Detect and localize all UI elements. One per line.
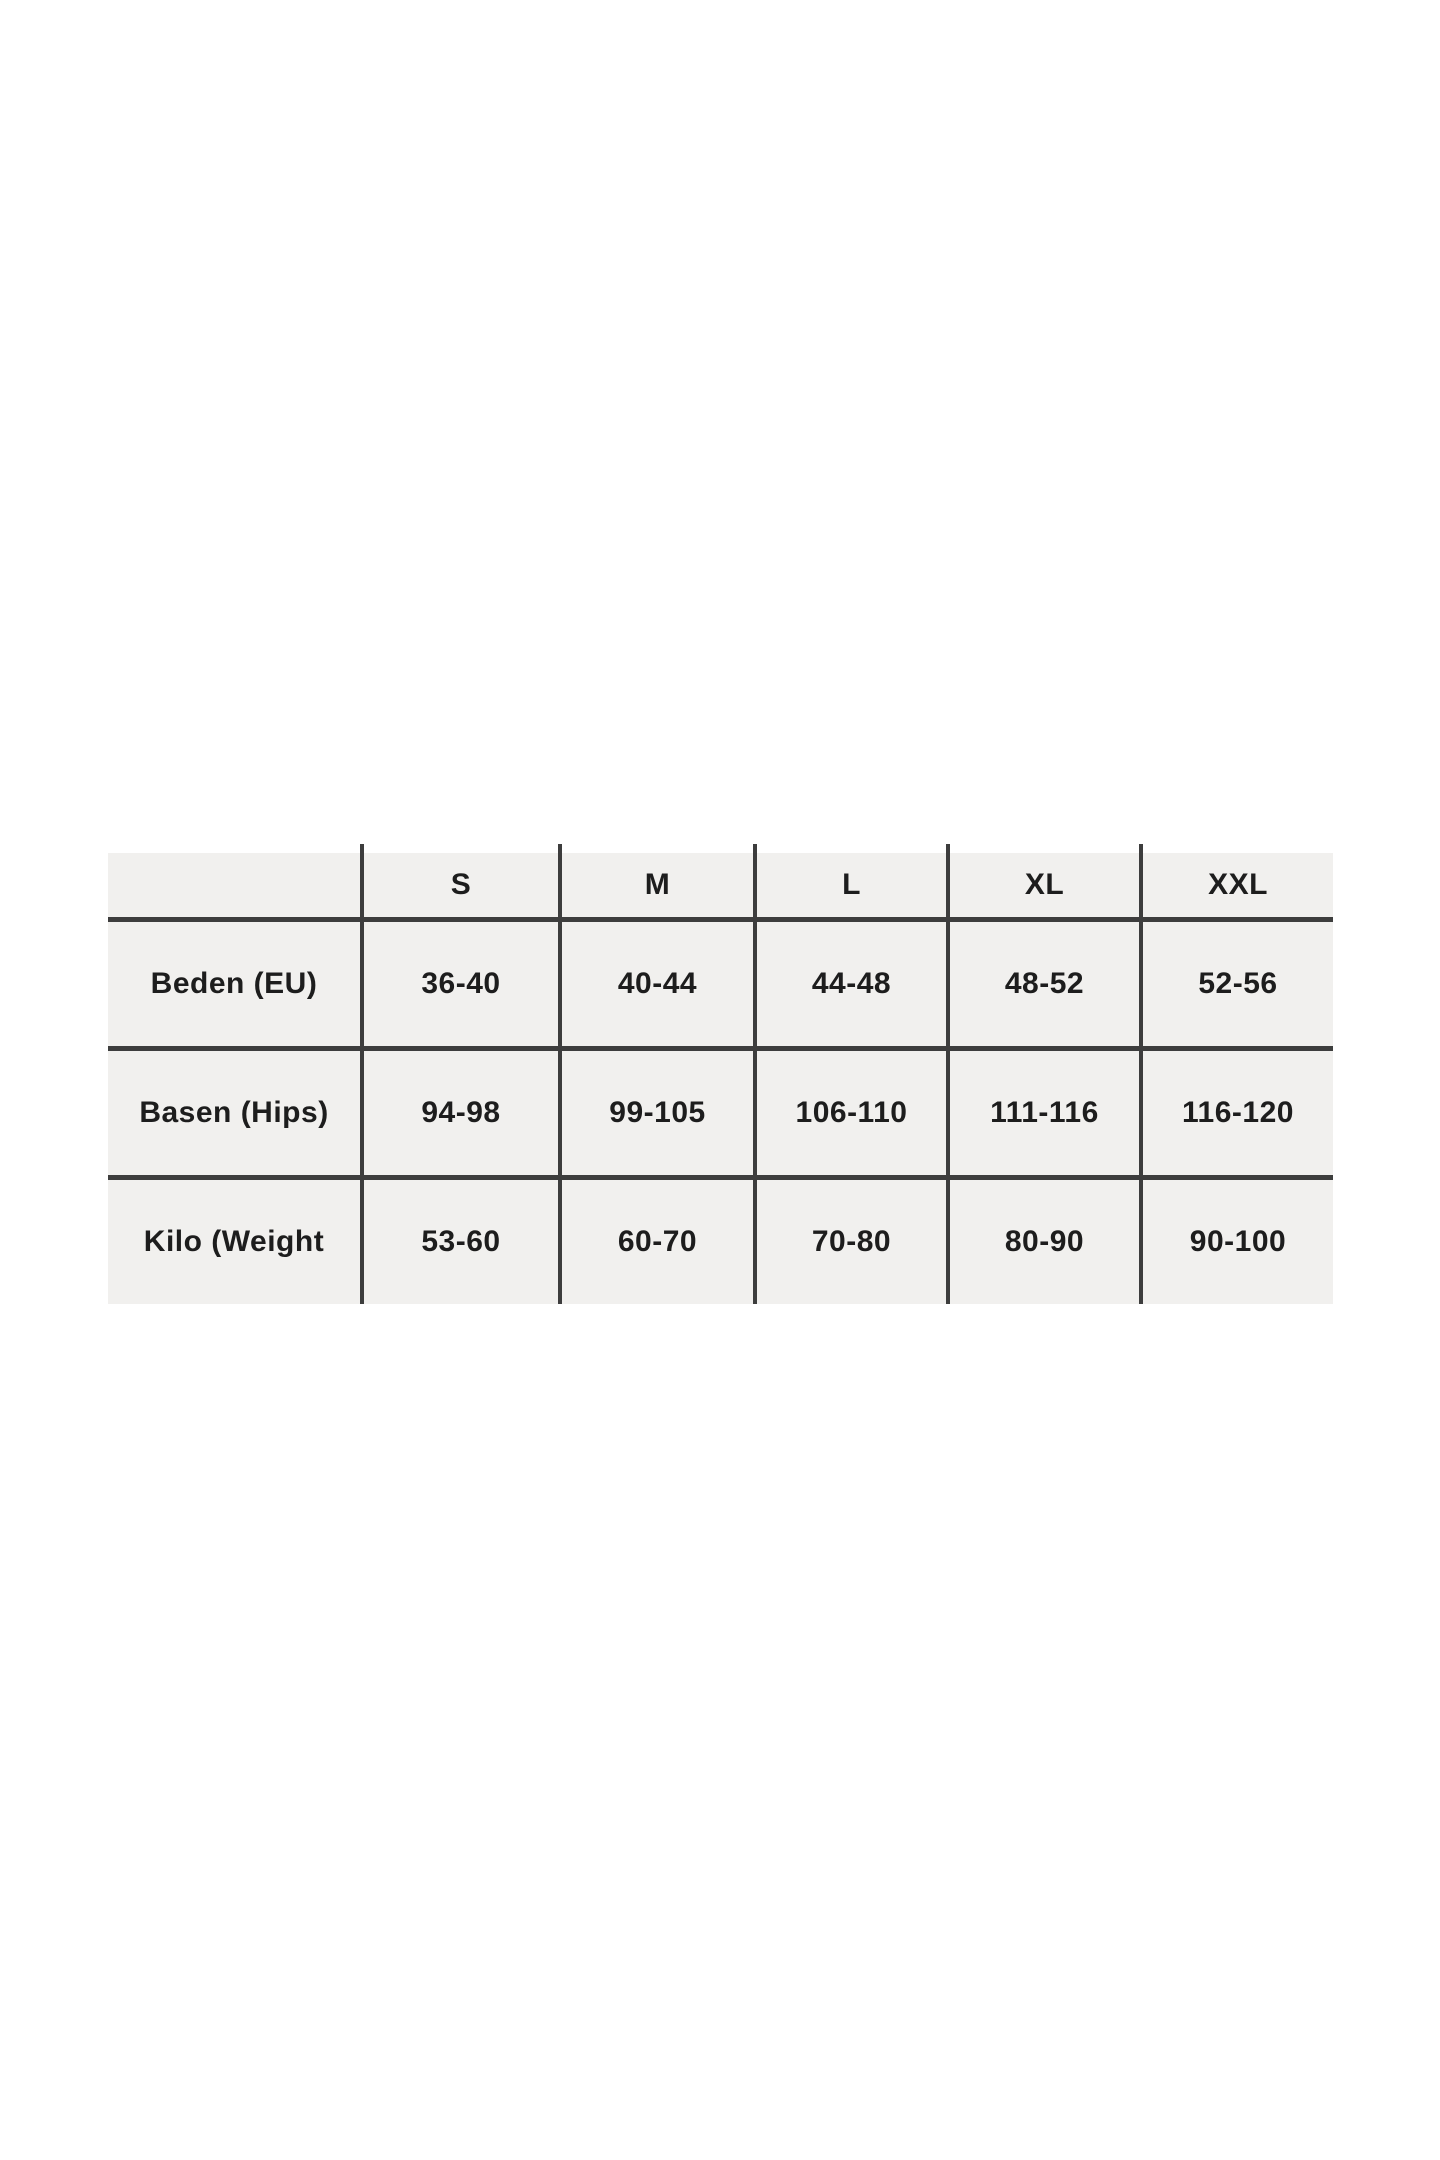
column-separator-tick xyxy=(360,844,364,854)
cell-basen-xxl: 116-120 xyxy=(1139,1046,1333,1175)
cell-beden-s: 36-40 xyxy=(360,917,558,1046)
col-header-xl: XL xyxy=(946,853,1139,917)
cell-basen-xl: 111-116 xyxy=(946,1046,1139,1175)
cell-kilo-s: 53-60 xyxy=(360,1175,558,1304)
cell-basen-m: 99-105 xyxy=(558,1046,753,1175)
cell-beden-m: 40-44 xyxy=(558,917,753,1046)
column-separator-tick xyxy=(753,844,757,854)
column-separator-tick xyxy=(558,844,562,854)
row-label-beden-eu: Beden (EU) xyxy=(108,917,360,1046)
cell-basen-l: 106-110 xyxy=(753,1046,946,1175)
col-header-m: M xyxy=(558,853,753,917)
cell-kilo-m: 60-70 xyxy=(558,1175,753,1304)
cell-beden-l: 44-48 xyxy=(753,917,946,1046)
cell-kilo-xl: 80-90 xyxy=(946,1175,1139,1304)
col-header-xxl: XXL xyxy=(1139,853,1333,917)
column-separator-tick xyxy=(1139,844,1143,854)
corner-cell xyxy=(108,853,360,917)
column-separator-tick xyxy=(946,844,950,854)
row-label-kilo-weight: Kilo (Weight xyxy=(108,1175,360,1304)
cell-beden-xl: 48-52 xyxy=(946,917,1139,1046)
size-chart-table: S M L XL XXL Beden (EU) 36-40 40-44 44-4… xyxy=(108,844,1333,1304)
col-header-l: L xyxy=(753,853,946,917)
cell-basen-s: 94-98 xyxy=(360,1046,558,1175)
cell-kilo-xxl: 90-100 xyxy=(1139,1175,1333,1304)
row-label-basen-hips: Basen (Hips) xyxy=(108,1046,360,1175)
cell-beden-xxl: 52-56 xyxy=(1139,917,1333,1046)
col-header-s: S xyxy=(360,853,558,917)
cell-kilo-l: 70-80 xyxy=(753,1175,946,1304)
